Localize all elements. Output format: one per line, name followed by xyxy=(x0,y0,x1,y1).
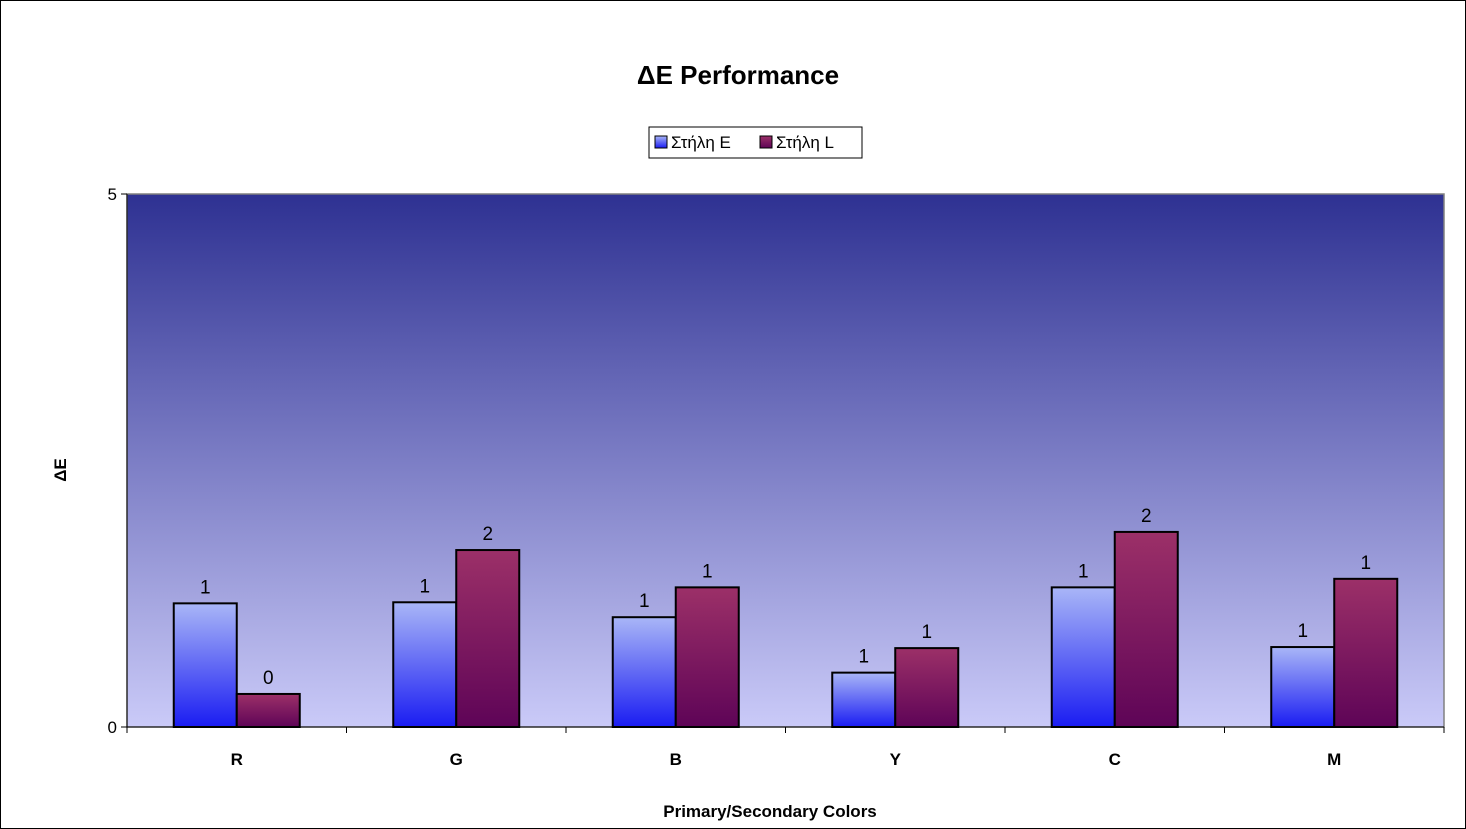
legend-swatch-series-e xyxy=(654,135,668,149)
data-label: 0 xyxy=(263,668,274,689)
x-tick-label: Y xyxy=(890,750,902,769)
y-tick-label: 0 xyxy=(108,718,117,737)
data-label: 1 xyxy=(921,622,932,643)
x-tick-label: C xyxy=(1109,750,1121,769)
bar-series-l-m xyxy=(1333,577,1399,728)
bar-series-l-r xyxy=(235,692,301,728)
bar-series-e-c xyxy=(1050,586,1116,728)
bar-series-l-y xyxy=(894,647,960,729)
bar-series-e-y xyxy=(831,671,897,728)
x-tick-label: M xyxy=(1327,750,1341,769)
data-label: 2 xyxy=(1141,506,1152,527)
data-label: 1 xyxy=(419,576,430,597)
x-tick-label: G xyxy=(450,750,463,769)
y-axis-title: ΔE xyxy=(51,458,70,482)
bar-series-e-m xyxy=(1270,646,1336,728)
x-tick-label: R xyxy=(231,750,243,769)
data-label: 2 xyxy=(482,524,493,545)
x-tick-label: B xyxy=(670,750,682,769)
data-label: 1 xyxy=(200,577,211,598)
legend-label-series-e: Στήλη E xyxy=(671,133,731,152)
bar-series-e-b xyxy=(611,616,677,729)
data-label: 1 xyxy=(702,561,713,582)
legend-box xyxy=(648,126,863,159)
x-axis-title: Primary/Secondary Colors xyxy=(663,802,877,821)
chart-title: ΔE Performance xyxy=(637,60,839,90)
data-labels: 1 0 1 2 1 1 1 1 1 2 1 1 xyxy=(200,506,1371,689)
legend-swatch-series-l xyxy=(759,135,773,149)
bar-series-l-c xyxy=(1113,530,1179,728)
legend: Στήλη E Στήλη L xyxy=(648,126,863,159)
data-label: 1 xyxy=(1360,553,1371,574)
legend-label-series-l: Στήλη L xyxy=(776,133,834,152)
plot-area xyxy=(126,193,1445,728)
bar-series-e-g xyxy=(392,601,458,729)
data-label: 1 xyxy=(1297,621,1308,642)
bar-series-l-g xyxy=(455,549,521,728)
y-tick-label: 5 xyxy=(108,185,117,204)
bar-series-e-r xyxy=(172,602,238,728)
axes: 0 5 R G B Y C M xyxy=(108,185,1445,769)
data-label: 1 xyxy=(858,647,869,668)
bars xyxy=(172,530,1399,729)
data-label: 1 xyxy=(1078,561,1089,582)
bar-series-l-b xyxy=(674,586,740,728)
data-label: 1 xyxy=(639,591,650,612)
